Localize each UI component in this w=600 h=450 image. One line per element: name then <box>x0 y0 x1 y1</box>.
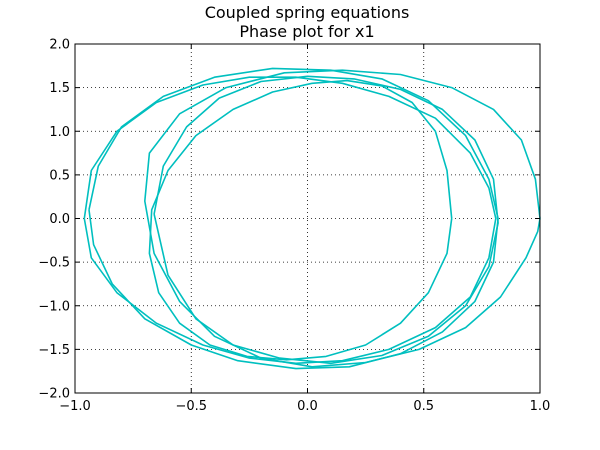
phase-trajectory-line <box>153 75 499 365</box>
grid <box>75 44 540 393</box>
y-tick-label: 1.5 <box>49 81 70 96</box>
phase-trajectory-line <box>144 69 541 368</box>
y-tick-label: −2.0 <box>38 387 70 402</box>
chart-title: Coupled spring equations <box>205 3 410 22</box>
x-tick-label: 0.0 <box>297 399 318 414</box>
y-tick-label: 1.0 <box>49 125 70 140</box>
x-tick-label: −1.0 <box>59 399 91 414</box>
y-tick-label: −1.5 <box>38 343 70 358</box>
chart-subtitle: Phase plot for x1 <box>239 22 374 41</box>
x-tick-label: 1.0 <box>530 399 551 414</box>
ticks: −1.0 −0.5 0.0 0.5 1.0 −2.0 −1.5 −1.0 −0.5 0.0 0.5 1… <box>38 38 550 415</box>
x-tick-label: −0.5 <box>175 399 207 414</box>
phase-trajectory-line <box>83 76 497 365</box>
plot-area <box>83 67 541 370</box>
y-tick-label: −0.5 <box>38 256 70 271</box>
y-tick-label: 2.0 <box>49 38 70 53</box>
y-tick-label: −1.0 <box>38 299 70 314</box>
y-tick-label: 0.0 <box>49 212 70 227</box>
y-tick-label: 0.5 <box>49 168 70 183</box>
phase-trajectory-line <box>88 67 499 370</box>
x-tick-label: 0.5 <box>413 399 434 414</box>
